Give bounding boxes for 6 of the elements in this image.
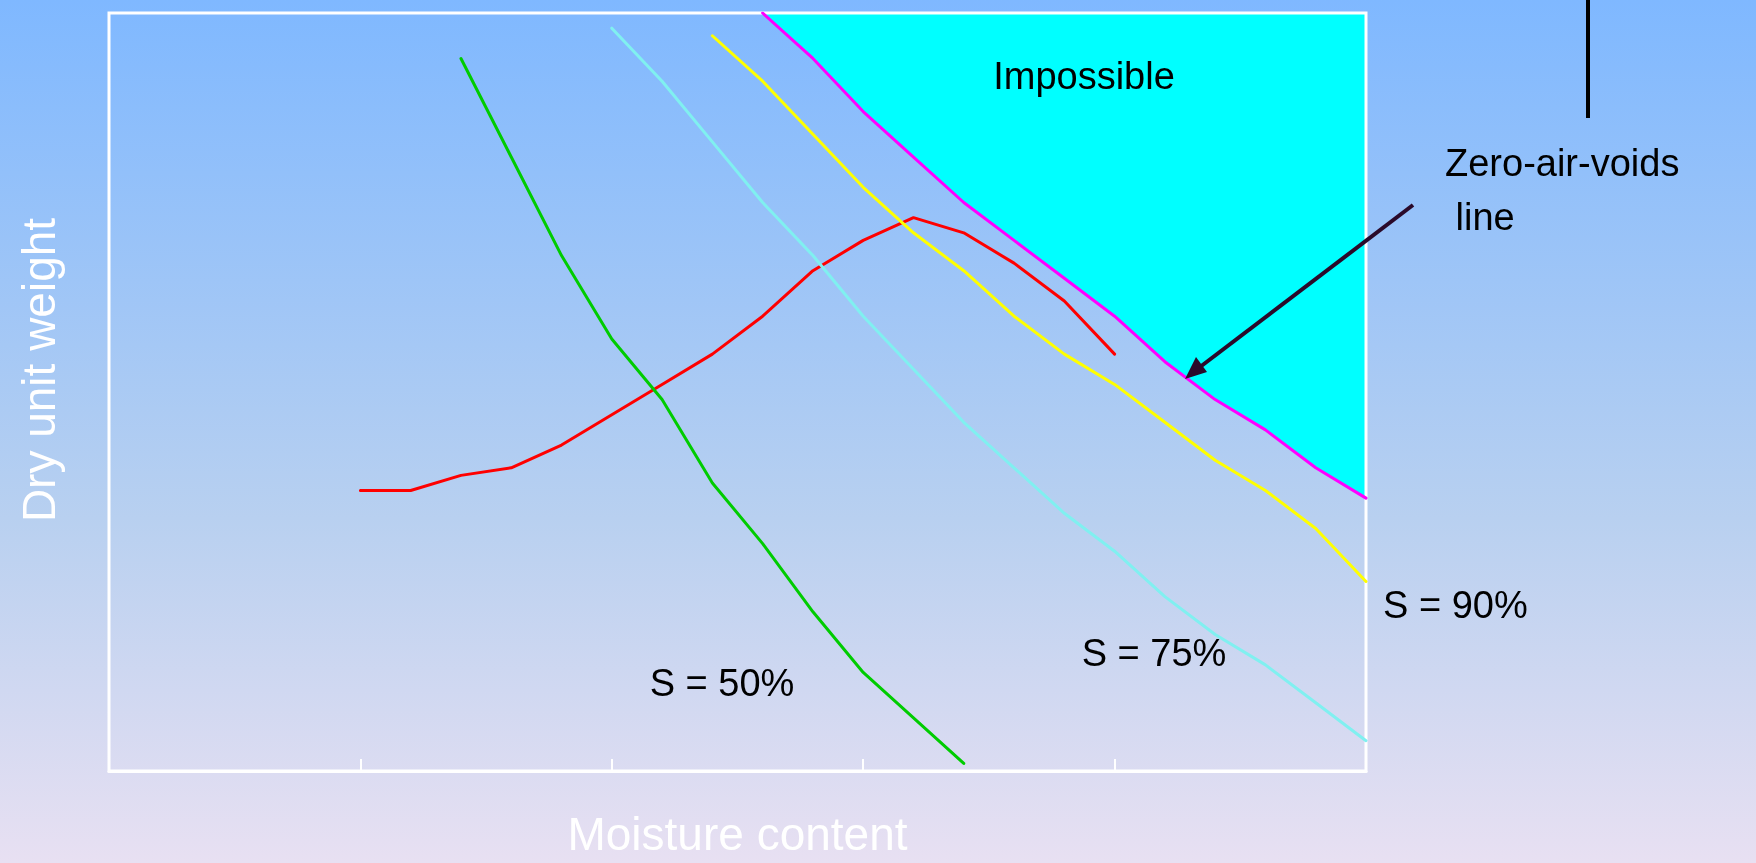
- series-label: S = 75%: [1081, 632, 1227, 674]
- series-label: S = 50%: [649, 662, 795, 704]
- y-axis-title: Dry unit weight: [13, 217, 65, 523]
- series-label: S = 90%: [1383, 584, 1528, 626]
- text: Zero-air-voids line: [1445, 142, 1680, 238]
- annotation: Impossible: [993, 55, 1175, 97]
